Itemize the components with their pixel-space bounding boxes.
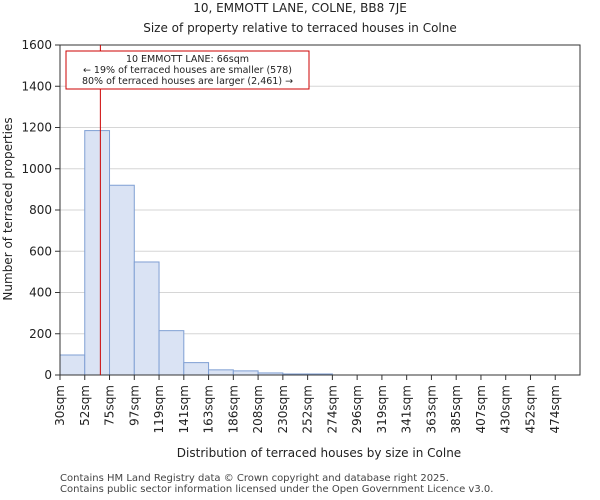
y-tick-label: 1000: [21, 162, 52, 176]
x-tick-label: 141sqm: [177, 385, 191, 433]
y-axis-label: Number of terraced properties: [1, 117, 15, 300]
x-tick-label: 452sqm: [523, 385, 537, 433]
property-marker: 10 EMMOTT LANE: 66sqm← 19% of terraced h…: [65, 45, 310, 375]
histogram-bar: [84, 130, 111, 376]
histogram-bar: [133, 261, 160, 376]
x-tick-label: 230sqm: [276, 385, 290, 433]
x-tick-label: 319sqm: [375, 385, 389, 433]
histogram-bar: [59, 354, 86, 376]
y-tick-label: 1200: [21, 121, 52, 135]
x-tick-label: 186sqm: [226, 385, 240, 433]
x-tick-label: 52sqm: [78, 385, 92, 426]
x-tick-label: 252sqm: [301, 385, 315, 433]
x-tick-label: 407sqm: [474, 385, 488, 433]
x-tick-labels: 30sqm 52sqm 75sqm 97sqm 119sqm 141sqm 163sqm 18…: [53, 375, 562, 433]
x-axis-label: Distribution of terraced houses by size …: [177, 446, 461, 460]
annotation-box: [65, 50, 310, 90]
x-tick-label: 274sqm: [325, 385, 339, 433]
footer-line-1: Contains HM Land Registry data © Crown c…: [60, 473, 449, 484]
x-tick-label: 341sqm: [400, 385, 414, 433]
bars-group: [59, 130, 333, 376]
annotation-line: ← 19% of terraced houses are smaller (57…: [83, 65, 292, 76]
x-tick-label: 430sqm: [499, 385, 513, 433]
y-tick-label: 800: [29, 203, 52, 217]
histogram-bar: [183, 362, 210, 376]
y-tick-label: 200: [29, 327, 52, 341]
x-tick-label: 30sqm: [53, 385, 67, 426]
y-tick-label: 400: [29, 286, 52, 300]
footer-attribution: Contains HM Land Registry data © Crown c…: [60, 473, 493, 495]
x-tick-label: 208sqm: [251, 385, 265, 433]
histogram-bar: [208, 369, 234, 376]
x-tick-label: 296sqm: [350, 385, 364, 433]
y-tick-label: 0: [44, 368, 52, 382]
annotation-line: 80% of terraced houses are larger (2,461…: [82, 76, 293, 87]
x-tick-label: 363sqm: [424, 385, 438, 433]
x-tick-label: 75sqm: [103, 385, 117, 426]
histogram-bar: [158, 330, 185, 376]
x-tick-label: 385sqm: [449, 385, 463, 433]
chart-title: 10, EMMOTT LANE, COLNE, BB8 7JE: [193, 1, 407, 15]
histogram-bar: [109, 184, 135, 376]
chart-subtitle: Size of property relative to terraced ho…: [143, 21, 457, 35]
y-tick-label: 1400: [21, 79, 52, 93]
x-tick-label: 163sqm: [202, 385, 216, 433]
footer-line-2: Contains public sector information licen…: [60, 484, 494, 495]
x-tick-label: 474sqm: [548, 385, 562, 433]
y-tick-label: 600: [29, 244, 52, 258]
annotation-line: 10 EMMOTT LANE: 66sqm: [126, 54, 249, 65]
x-tick-label: 97sqm: [127, 385, 141, 426]
x-tick-label: 119sqm: [152, 385, 166, 433]
histogram-bar: [232, 370, 259, 376]
y-tick-labels: 0 200 400 600 800 1000 1200 1400 1600: [21, 38, 60, 382]
y-tick-label: 1600: [21, 38, 52, 52]
